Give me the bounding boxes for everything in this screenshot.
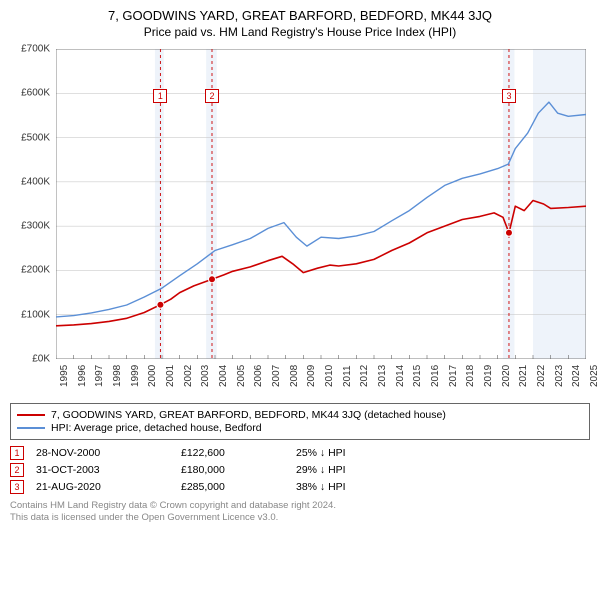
event-marker-1: 1 [153, 89, 167, 103]
y-axis-label: £100K [21, 309, 50, 320]
footer-attribution: Contains HM Land Registry data © Crown c… [10, 500, 590, 525]
x-axis-label: 2013 [377, 365, 388, 387]
y-axis-label: £700K [21, 44, 50, 55]
event-marker-icon: 3 [10, 480, 24, 494]
x-axis-label: 2012 [359, 365, 370, 387]
event-delta: 25% ↓ HPI [296, 447, 416, 459]
x-axis-label: 2025 [589, 365, 600, 387]
event-marker-icon: 1 [10, 446, 24, 460]
footer-line2: This data is licensed under the Open Gov… [10, 512, 590, 524]
event-date: 28-NOV-2000 [36, 447, 181, 459]
event-price: £122,600 [181, 447, 296, 459]
legend-item: HPI: Average price, detached house, Bedf… [17, 422, 583, 434]
x-axis-label: 2010 [324, 365, 335, 387]
x-axis-label: 2005 [236, 365, 247, 387]
chart-area: £0K £100K £200K £300K £400K £500K £600K £700K 19… [10, 45, 590, 395]
y-axis-label: £300K [21, 221, 50, 232]
x-axis-label: 1997 [94, 365, 105, 387]
x-axis-label: 2015 [412, 365, 423, 387]
y-axis-label: £500K [21, 132, 50, 143]
event-date: 31-OCT-2003 [36, 464, 181, 476]
y-axis-label: £600K [21, 88, 50, 99]
y-axis-label: £400K [21, 176, 50, 187]
x-axis-label: 1999 [130, 365, 141, 387]
x-axis-label: 2016 [430, 365, 441, 387]
legend-swatch [17, 427, 45, 429]
x-axis-label: 2003 [200, 365, 211, 387]
x-axis-label: 2002 [183, 365, 194, 387]
event-delta: 38% ↓ HPI [296, 481, 416, 493]
x-axis-label: 2018 [465, 365, 476, 387]
x-axis-label: 2024 [571, 365, 582, 387]
x-axis-label: 2008 [289, 365, 300, 387]
x-axis-label: 2021 [518, 365, 529, 387]
x-axis-label: 2001 [165, 365, 176, 387]
x-axis-label: 2011 [342, 365, 353, 387]
x-axis-label: 2007 [271, 365, 282, 387]
y-axis-label: £200K [21, 265, 50, 276]
x-axis-label: 2019 [483, 365, 494, 387]
event-row: 1 28-NOV-2000£122,60025% ↓ HPI [10, 446, 590, 460]
x-axis-label: 1996 [77, 365, 88, 387]
x-axis-label: 1995 [59, 365, 70, 387]
event-row: 2 31-OCT-2003£180,00029% ↓ HPI [10, 463, 590, 477]
x-axis-label: 2023 [554, 365, 565, 387]
legend-label: HPI: Average price, detached house, Bedf… [51, 422, 262, 434]
x-axis-label: 2014 [395, 365, 406, 387]
x-axis-label: 2009 [306, 365, 317, 387]
x-axis-label: 2017 [448, 365, 459, 387]
event-marker-icon: 2 [10, 463, 24, 477]
x-axis-label: 2000 [147, 365, 158, 387]
event-date: 21-AUG-2020 [36, 481, 181, 493]
chart-subtitle: Price paid vs. HM Land Registry's House … [10, 25, 590, 39]
y-axis-label: £0K [32, 354, 50, 365]
event-delta: 29% ↓ HPI [296, 464, 416, 476]
x-axis-label: 2004 [218, 365, 229, 387]
x-axis-label: 2022 [536, 365, 547, 387]
legend: 7, GOODWINS YARD, GREAT BARFORD, BEDFORD… [10, 403, 590, 440]
footer-line1: Contains HM Land Registry data © Crown c… [10, 500, 590, 512]
event-price: £285,000 [181, 481, 296, 493]
legend-label: 7, GOODWINS YARD, GREAT BARFORD, BEDFORD… [51, 409, 446, 421]
event-row: 3 21-AUG-2020£285,00038% ↓ HPI [10, 480, 590, 494]
event-marker-2: 2 [205, 89, 219, 103]
x-axis-label: 2020 [501, 365, 512, 387]
x-axis-label: 1998 [112, 365, 123, 387]
legend-swatch [17, 414, 45, 416]
x-axis-label: 2006 [253, 365, 264, 387]
legend-item: 7, GOODWINS YARD, GREAT BARFORD, BEDFORD… [17, 409, 583, 421]
events-table: 1 28-NOV-2000£122,60025% ↓ HPI 2 31-OCT-200… [10, 446, 590, 494]
chart-title: 7, GOODWINS YARD, GREAT BARFORD, BEDFORD… [10, 8, 590, 23]
event-marker-3: 3 [502, 89, 516, 103]
event-price: £180,000 [181, 464, 296, 476]
